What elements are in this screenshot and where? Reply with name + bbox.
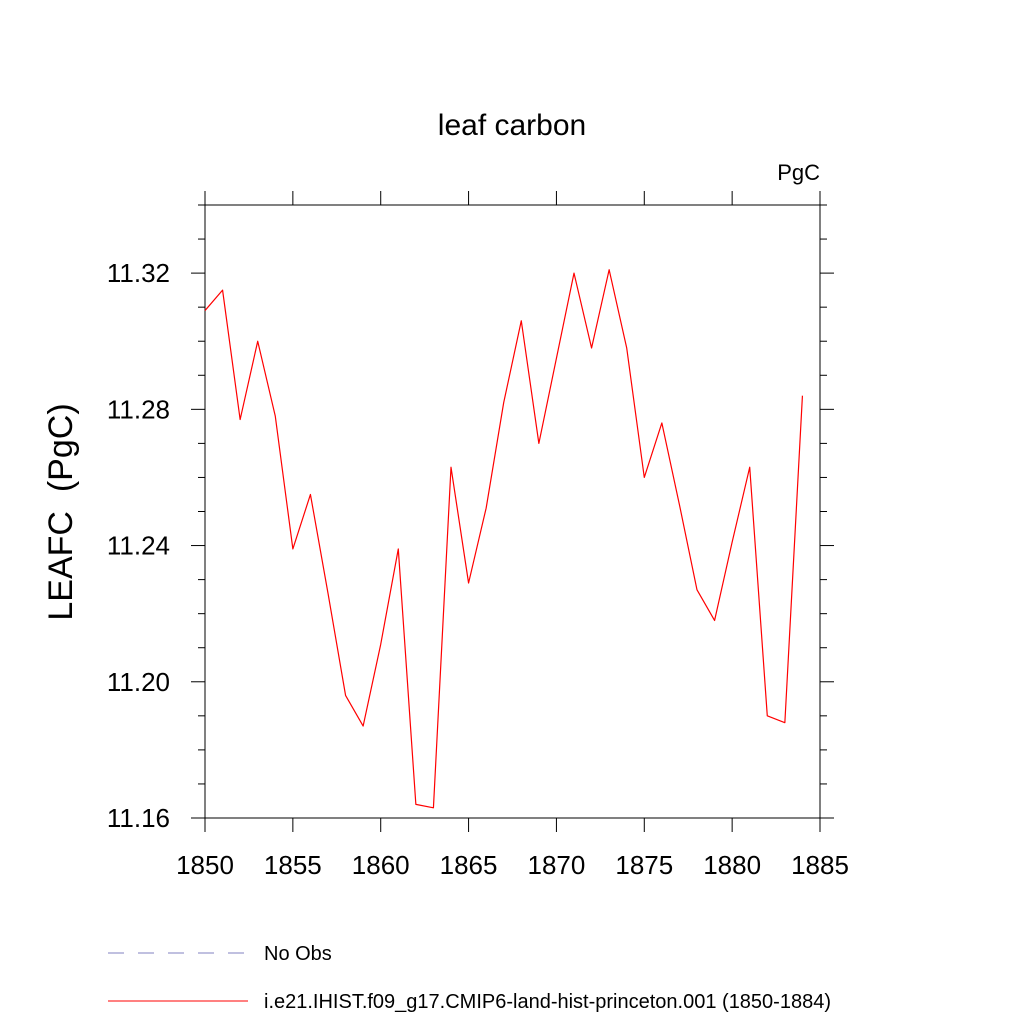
chart-title: leaf carbon — [438, 109, 586, 142]
x-tick-label: 1880 — [703, 850, 761, 880]
x-tick-label: 1875 — [615, 850, 673, 880]
x-tick-label: 1885 — [791, 850, 849, 880]
x-tick-label: 1850 — [176, 850, 234, 880]
y-tick-label: 11.20 — [107, 667, 170, 697]
y-tick-label: 11.24 — [107, 531, 170, 561]
plot-area: 1850 1855 1860 1865 1870 1875 1880 1885 11.16 11.… — [107, 191, 849, 880]
series-layer — [204, 269, 804, 809]
x-tick-label: 1860 — [352, 850, 410, 880]
y-axis-label: LEAFC (PgC) — [42, 403, 80, 620]
legend: No Obs i.e21.IHIST.f09_g17.CMIP6-land-hi… — [108, 943, 831, 1013]
units-label: PgC — [777, 160, 820, 185]
x-tick-label: 1865 — [440, 850, 498, 880]
series-line-0 — [204, 269, 804, 809]
y-tick-label: 11.28 — [107, 394, 170, 424]
x-tick-label: 1855 — [264, 850, 322, 880]
y-tick-label: 11.32 — [107, 258, 170, 288]
x-tick-label: 1870 — [528, 850, 586, 880]
y-tick-label: 11.16 — [107, 803, 170, 833]
legend-label-model-run: i.e21.IHIST.f09_g17.CMIP6-land-hist-prin… — [264, 991, 831, 1013]
plot-frame — [204, 204, 821, 819]
legend-label-no-obs: No Obs — [264, 943, 332, 965]
